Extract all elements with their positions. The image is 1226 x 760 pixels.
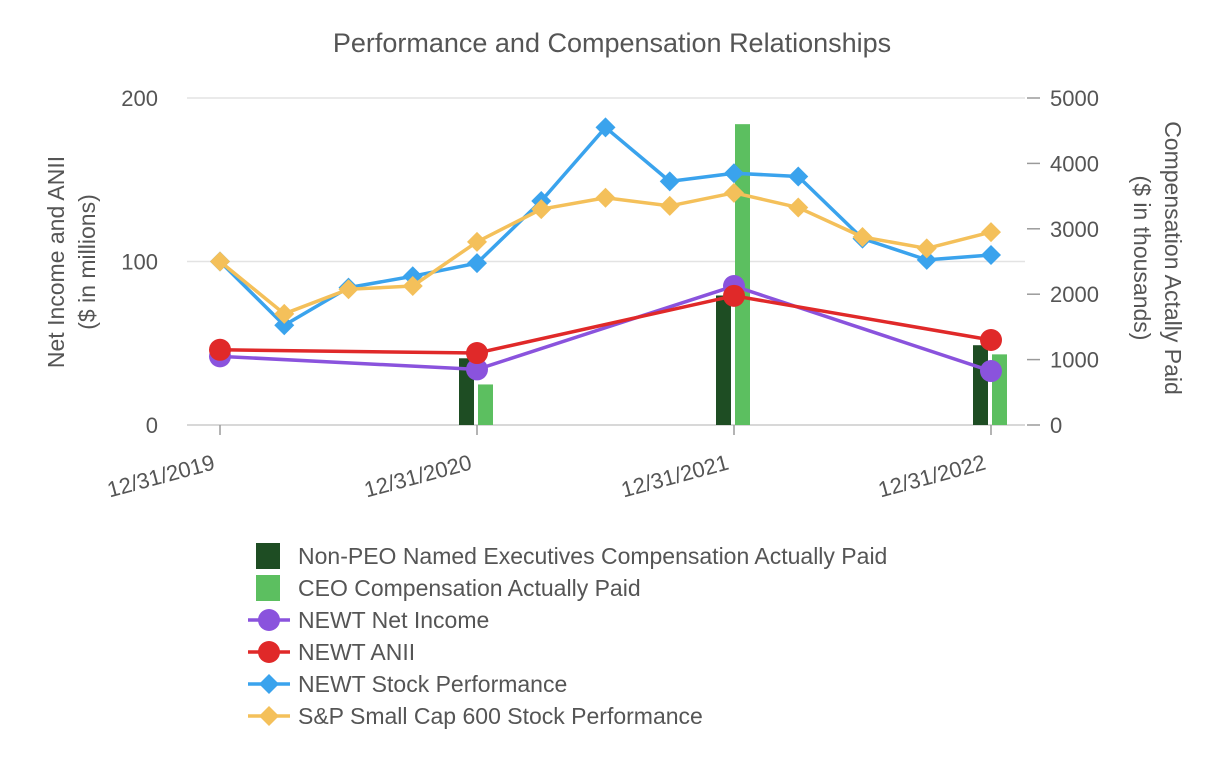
line-series bbox=[209, 117, 1002, 383]
y-right-tick-label: 3000 bbox=[1050, 217, 1099, 242]
bar-non-peo-1 bbox=[716, 295, 731, 425]
y-right-tick-label: 4000 bbox=[1050, 151, 1099, 176]
y-axis-left-title-line: ($ in millions) bbox=[74, 194, 100, 329]
x-tick-label: 12/31/2019 bbox=[104, 450, 217, 503]
point-newt-stock-12 bbox=[981, 244, 1001, 265]
point-sp600-7 bbox=[659, 195, 680, 216]
point-sp600-9 bbox=[788, 197, 809, 218]
point-sp600-4 bbox=[467, 231, 487, 252]
point-sp600-6 bbox=[595, 187, 616, 208]
y-right-tick-label: 0 bbox=[1050, 413, 1062, 438]
legend-label-5: S&P Small Cap 600 Stock Performance bbox=[298, 703, 703, 729]
x-tick-label: 12/31/2020 bbox=[361, 450, 474, 503]
legend-marker-3 bbox=[258, 641, 280, 663]
y-left-tick-label: 200 bbox=[121, 86, 158, 111]
legend-label-4: NEWT Stock Performance bbox=[298, 671, 567, 697]
legend-label-0: Non-PEO Named Executives Compensation Ac… bbox=[298, 543, 887, 569]
point-newt-stock-9 bbox=[788, 166, 809, 187]
point-sp600-3 bbox=[402, 276, 423, 297]
line-sp600 bbox=[218, 191, 992, 316]
point-newt-stock-8 bbox=[724, 163, 744, 184]
legend-marker-2 bbox=[258, 609, 280, 631]
legend-swatch-0 bbox=[256, 543, 280, 569]
bar-ceo-1 bbox=[735, 124, 750, 425]
y-axis-right-title-line: Compensation Actally Paid bbox=[1160, 121, 1186, 395]
point-anii-3 bbox=[980, 328, 1002, 351]
legend-swatch-1 bbox=[256, 575, 280, 601]
y-axis-left-title: Net Income and ANII ($ in millions) bbox=[43, 156, 100, 368]
chart-title: Performance and Compensation Relationshi… bbox=[333, 28, 891, 58]
legend: Non-PEO Named Executives Compensation Ac… bbox=[248, 543, 887, 729]
legend-label-1: CEO Compensation Actually Paid bbox=[298, 575, 641, 601]
y-left-tick-label: 0 bbox=[146, 413, 158, 438]
point-newt-stock-7 bbox=[659, 171, 680, 192]
legend-marker-4 bbox=[259, 674, 279, 694]
y-axis-right-title-line: ($ in thousands) bbox=[1129, 176, 1155, 341]
point-newt-stock-4 bbox=[467, 253, 487, 274]
point-anii-2 bbox=[723, 284, 745, 307]
y-left-tick-label: 100 bbox=[121, 250, 158, 275]
point-newt-stock-1 bbox=[274, 315, 295, 336]
point-sp600-0 bbox=[210, 251, 230, 272]
y-right-tick-label: 2000 bbox=[1050, 282, 1099, 307]
point-anii-1 bbox=[466, 342, 488, 365]
y-axis-left-title-line: Net Income and ANII bbox=[43, 156, 69, 368]
line-net-income bbox=[219, 284, 992, 373]
point-net-income-3 bbox=[980, 360, 1002, 383]
point-sp600-8 bbox=[724, 182, 744, 203]
grid-lines bbox=[187, 97, 1025, 426]
legend-marker-5 bbox=[259, 706, 279, 726]
point-sp600-5 bbox=[531, 199, 552, 220]
point-sp600-11 bbox=[916, 238, 937, 259]
x-tick-label: 12/31/2021 bbox=[618, 450, 731, 503]
legend-label-3: NEWT ANII bbox=[298, 639, 415, 665]
y-right-tick-label: 5000 bbox=[1050, 86, 1099, 111]
bar-ceo-0 bbox=[478, 384, 493, 425]
legend-label-2: NEWT Net Income bbox=[298, 607, 489, 633]
y-axis-right-title: Compensation Actally Paid($ in thousands… bbox=[1129, 121, 1186, 395]
bar-series bbox=[459, 124, 1007, 425]
point-anii-0 bbox=[209, 338, 231, 361]
point-sp600-1 bbox=[274, 303, 295, 324]
point-net-income-1 bbox=[466, 358, 488, 381]
point-sp600-12 bbox=[981, 222, 1001, 243]
point-sp600-10 bbox=[852, 226, 873, 247]
bar-non-peo-2 bbox=[973, 345, 988, 425]
point-newt-stock-11 bbox=[916, 249, 937, 270]
point-sp600-2 bbox=[338, 279, 359, 300]
y-right-tick-label: 1000 bbox=[1050, 348, 1099, 373]
point-newt-stock-6 bbox=[595, 117, 616, 138]
x-tick-label: 12/31/2022 bbox=[875, 450, 988, 503]
line-anii bbox=[219, 294, 992, 355]
